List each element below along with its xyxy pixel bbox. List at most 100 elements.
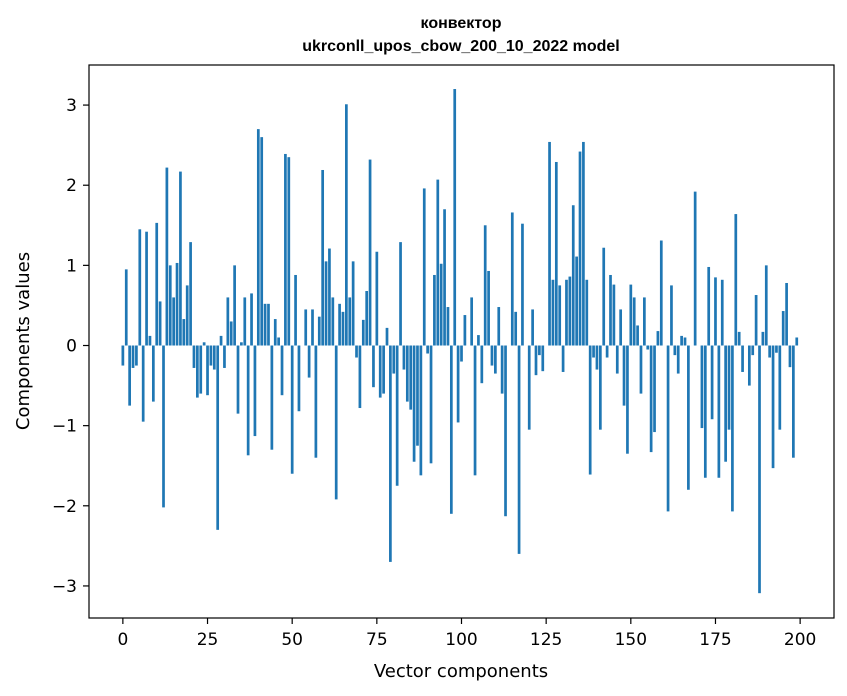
x-tick-label: 100 (445, 630, 477, 650)
bar (422, 188, 426, 346)
bar (609, 274, 612, 346)
bar (636, 325, 639, 346)
y-tick-label: −3 (52, 577, 77, 597)
bar (666, 345, 670, 512)
bar (334, 345, 338, 500)
x-tick-label: 0 (117, 630, 128, 650)
bar (121, 345, 125, 366)
bar (179, 171, 182, 346)
bar (405, 345, 409, 402)
bar (605, 345, 609, 358)
y-tick-label: 2 (66, 176, 77, 196)
bar (135, 345, 138, 366)
bar (768, 345, 772, 358)
bar (727, 345, 731, 430)
bar (392, 345, 396, 374)
bar (656, 331, 660, 346)
bar (385, 327, 389, 346)
bar (307, 345, 311, 378)
bar (216, 345, 220, 530)
bar (304, 309, 308, 346)
bar (504, 345, 507, 517)
bar (270, 345, 274, 450)
bar (229, 321, 233, 346)
bar (626, 345, 629, 454)
bar (785, 282, 788, 346)
y-tick-label: −1 (52, 417, 77, 437)
bar (670, 285, 673, 346)
bar (253, 345, 257, 437)
bar (145, 231, 148, 346)
x-tick-label: 150 (615, 630, 647, 650)
bar (531, 309, 534, 346)
bar (741, 345, 744, 372)
bar (243, 297, 247, 346)
bar (165, 167, 169, 346)
bar (477, 335, 480, 346)
bar (615, 345, 619, 374)
chart-title-line-2: ukrconll_upos_cbow_200_10_2022 model (302, 38, 619, 55)
x-axis-ticks: 0 25 50 75 100 125 150 175 200 (117, 618, 816, 650)
bar (331, 297, 335, 346)
bar (602, 247, 606, 346)
bar (287, 157, 291, 346)
bar (548, 141, 551, 346)
bar (355, 345, 358, 358)
bar (612, 284, 616, 346)
bar (382, 345, 385, 394)
bar (256, 129, 260, 346)
bar (680, 335, 683, 346)
y-axis-label: Components values (13, 252, 34, 430)
bar (416, 345, 419, 446)
bar (653, 345, 656, 433)
bar (226, 297, 230, 346)
bar (189, 242, 192, 346)
bar (456, 345, 460, 423)
bar (449, 345, 453, 514)
x-tick-label: 125 (530, 630, 562, 650)
bar (463, 315, 467, 346)
bar (480, 345, 484, 384)
bar (761, 331, 765, 346)
bar (219, 335, 223, 346)
bar (402, 345, 406, 370)
bar (500, 345, 504, 394)
x-tick-label: 175 (699, 630, 731, 650)
bar (494, 345, 497, 374)
y-tick-label: 3 (66, 96, 77, 116)
bar (778, 345, 782, 430)
plot-frame (88, 64, 835, 619)
bar (395, 345, 399, 486)
bar (284, 153, 287, 346)
bar (568, 276, 572, 346)
bar (565, 279, 568, 346)
bar (412, 345, 416, 462)
bar (754, 295, 758, 346)
bar (707, 266, 711, 346)
x-tick-label: 75 (366, 630, 388, 650)
bar (619, 309, 623, 346)
bar (324, 261, 328, 346)
y-axis-ticks: 3 2 1 0 −1 −2 −3 (52, 96, 89, 597)
bar (236, 345, 240, 414)
bar (361, 319, 365, 346)
bar (212, 345, 216, 370)
bar (124, 269, 128, 346)
bar (490, 345, 494, 366)
bar (781, 311, 785, 346)
bar (595, 345, 599, 370)
bar (246, 345, 250, 456)
bar (629, 284, 633, 346)
bar (514, 311, 518, 346)
bar (158, 301, 162, 346)
bar (328, 248, 331, 346)
x-tick-label: 25 (197, 630, 219, 650)
bar (487, 270, 490, 346)
bar (443, 209, 446, 346)
bar (182, 319, 186, 346)
bar (731, 345, 734, 512)
bar (497, 307, 501, 346)
bar (622, 345, 626, 406)
bar (683, 337, 687, 346)
